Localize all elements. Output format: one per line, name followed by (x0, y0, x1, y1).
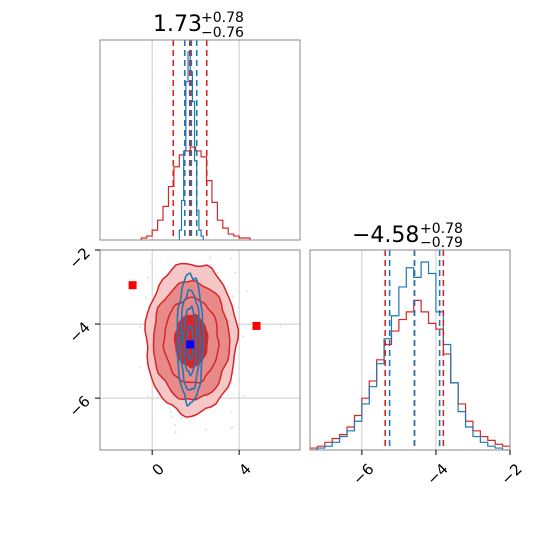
joint-frame (99, 249, 301, 451)
scatter-point (147, 276, 150, 279)
scatter-point (230, 427, 232, 430)
marginal-1-quantile-lines (172, 40, 208, 240)
title-2-sub: −0.79 (420, 235, 463, 251)
scatter-point (209, 256, 212, 259)
scatter-point (234, 271, 237, 274)
title-1-sub: −0.76 (201, 25, 244, 41)
x-tick-label: −4 (423, 460, 451, 488)
scatter-point (230, 257, 233, 260)
marginal-2-blue-histogram (310, 261, 510, 450)
y-tick-label: −2 (65, 244, 93, 272)
scatter-point (230, 411, 233, 414)
scatter-point (243, 395, 246, 398)
x-tick-label: 4 (235, 460, 254, 479)
red-square-marker (252, 321, 261, 330)
marginal-1-grid (151, 40, 240, 240)
scatter-point (174, 423, 177, 426)
x-tick-label: −6 (349, 460, 377, 488)
scatter-point (246, 289, 249, 292)
scatter-point (149, 261, 152, 264)
scatter-point (171, 416, 174, 419)
title-1-sup: +0.78 (201, 10, 244, 26)
marginal-2-frame (309, 249, 511, 451)
scatter-point (230, 382, 233, 385)
x-tick-label: 0 (148, 460, 167, 479)
scatter-point (232, 295, 234, 298)
marginal-panel-2: −6 −4 −2 (309, 249, 526, 488)
joint-markers (128, 281, 261, 349)
blue-contour (179, 288, 202, 391)
scatter-point (143, 232, 145, 234)
scatter-point (129, 469, 131, 471)
title-1-main: 1.73 (153, 12, 202, 37)
title-2-sup: +0.78 (420, 221, 463, 237)
marginal-1-frame (99, 39, 301, 241)
scatter-point (139, 325, 141, 328)
scatter-point (180, 417, 183, 419)
joint-red-density-fills (144, 262, 240, 418)
red-square-marker (128, 281, 137, 290)
y-tick-label: −6 (65, 392, 93, 420)
scatter-point (144, 296, 147, 299)
marginal-1-red-histogram (140, 146, 251, 240)
scatter-point (197, 226, 199, 228)
title-param-2: −4.58 +0.78 −0.79 (352, 221, 463, 251)
marginal-2-quantile-lines (384, 250, 445, 450)
joint-blue-contours (176, 272, 205, 407)
blue-square-marker (186, 340, 195, 349)
scatter-point (138, 365, 141, 368)
marginal-panel-1 (99, 39, 301, 241)
y-tick-label: −4 (65, 318, 93, 346)
x-tick-label: −2 (497, 460, 525, 488)
scatter-point (216, 271, 219, 274)
scatter-point (205, 428, 208, 431)
title-param-1: 1.73 +0.78 −0.76 (153, 10, 244, 41)
scatter-point (242, 335, 245, 338)
scatter-point (231, 426, 234, 429)
joint-y-ticks: −6 −4 −2 (65, 244, 100, 421)
scatter-point (279, 325, 282, 328)
scatter-point (147, 395, 150, 398)
scatter-point (169, 411, 172, 414)
blue-contour (182, 304, 198, 377)
scatter-point (178, 217, 180, 219)
marginal-2-red-histogram (310, 299, 510, 450)
title-2-main: −4.58 (352, 223, 419, 248)
blue-contour (176, 272, 205, 407)
scatter-point (174, 431, 177, 434)
scatter-point (209, 264, 212, 266)
marginal-2-x-ticks: −6 −4 −2 (349, 450, 526, 488)
